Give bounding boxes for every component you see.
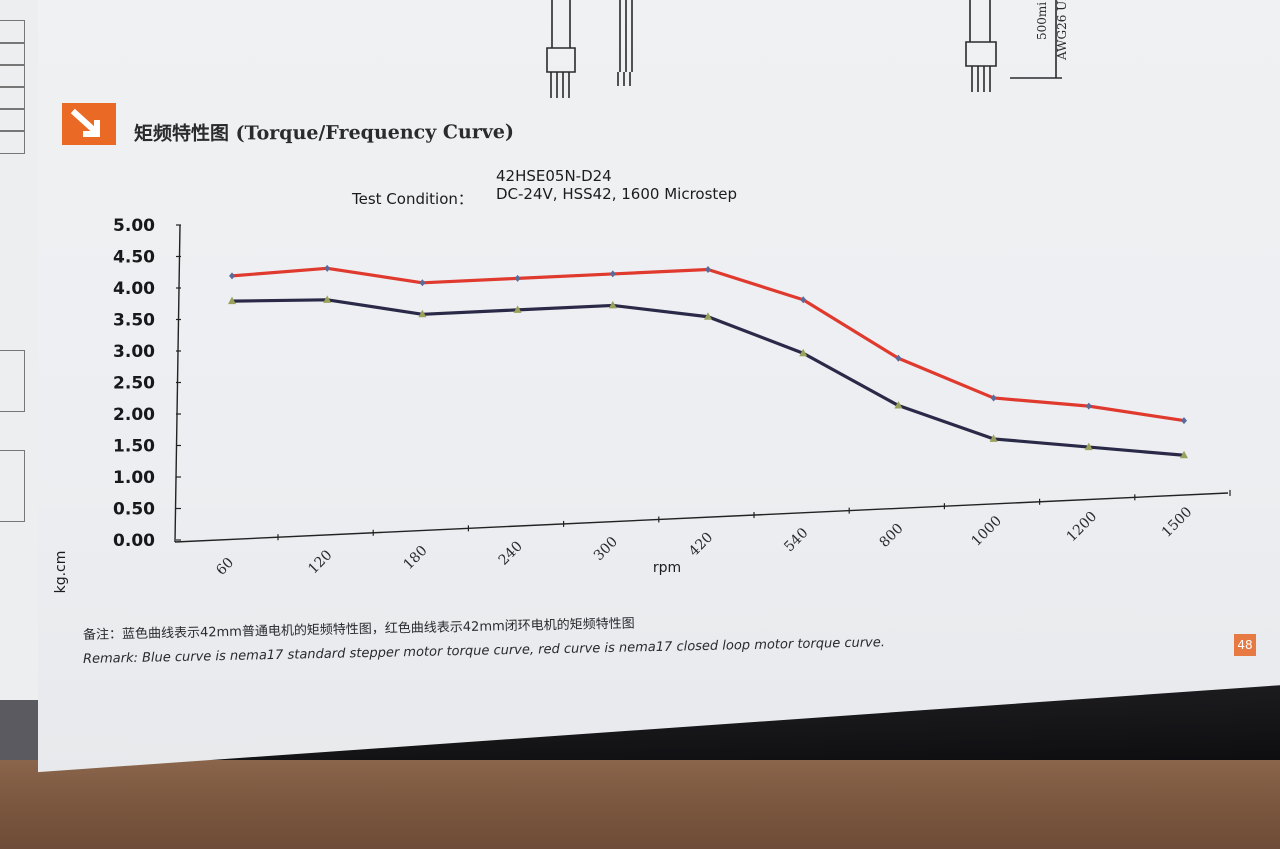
table-cell xyxy=(0,86,25,110)
y-tick-label: 1.50 xyxy=(113,437,155,457)
y-tick-label: 4.50 xyxy=(113,248,155,268)
data-point xyxy=(229,272,235,280)
y-tick-label: 1.00 xyxy=(113,468,155,488)
data-point xyxy=(228,296,236,305)
x-axis-label: rpm xyxy=(653,560,681,576)
data-point xyxy=(323,295,332,303)
data-point xyxy=(1181,417,1187,425)
x-tick-label: 420 xyxy=(686,529,716,559)
x-tick-label: 1200 xyxy=(1064,509,1101,546)
data-point xyxy=(704,312,712,320)
y-tick-label: 4.00 xyxy=(113,279,155,299)
data-point xyxy=(705,265,711,273)
chart-model-label: 42HSE05N-D24 xyxy=(496,167,612,185)
data-point xyxy=(514,274,521,282)
y-tick-label: 2.50 xyxy=(113,374,155,394)
wooden-desk xyxy=(0,760,1280,849)
y-tick-label: 3.50 xyxy=(113,311,155,331)
y-tick-label: 0.00 xyxy=(113,531,155,551)
data-point xyxy=(1180,450,1188,459)
data-point xyxy=(1084,442,1093,451)
y-tick-label: 3.00 xyxy=(113,342,155,362)
table-cell xyxy=(0,42,25,66)
data-point xyxy=(799,348,808,357)
y-axis-label: kg.cm xyxy=(53,551,69,594)
page-number: 48 xyxy=(1234,634,1256,656)
table-cell xyxy=(0,130,25,154)
series-line-2 xyxy=(231,298,1185,457)
x-tick-label: 800 xyxy=(876,521,906,551)
x-tick-label: 540 xyxy=(781,525,811,555)
data-point xyxy=(608,300,617,309)
data-point xyxy=(513,305,522,313)
y-axis xyxy=(174,224,181,543)
y-tick-label: 5.00 xyxy=(113,216,155,236)
x-tick-label: 120 xyxy=(305,547,335,577)
svg-text:AWG26 UL: AWG26 UL xyxy=(1055,0,1069,61)
arrow-icon xyxy=(62,103,116,145)
x-tick-label: 300 xyxy=(591,534,621,564)
x-tick-label: 180 xyxy=(400,543,430,573)
x-tick-label: 1000 xyxy=(969,513,1006,550)
connector-drawings: 500mi AWG26 UL xyxy=(546,0,1069,98)
x-tick-label: 60 xyxy=(213,555,237,579)
data-point xyxy=(894,401,903,409)
catalog-page xyxy=(38,0,1280,773)
x-axis xyxy=(174,492,1229,543)
data-point xyxy=(418,309,427,318)
table-cell xyxy=(0,350,25,412)
data-point xyxy=(1085,402,1092,410)
table-cell xyxy=(0,450,25,522)
test-condition-label: Test Condition： xyxy=(352,190,473,208)
series-line-1 xyxy=(231,266,1185,423)
data-point xyxy=(419,279,426,287)
test-condition-value: DC-24V, HSS42, 1600 Microstep xyxy=(496,185,738,203)
data-point xyxy=(895,354,902,362)
x-tick-label: 240 xyxy=(496,538,526,568)
y-tick-label: 0.50 xyxy=(113,500,155,520)
table-cell xyxy=(0,108,25,132)
y-tick-label: 2.00 xyxy=(113,405,155,425)
data-point xyxy=(800,296,807,304)
data-point xyxy=(609,270,616,278)
data-point xyxy=(989,434,998,442)
x-tick-label: 1500 xyxy=(1159,504,1196,541)
data-point xyxy=(324,264,331,272)
table-cell xyxy=(0,20,25,44)
data-point xyxy=(990,394,997,402)
table-cell xyxy=(0,64,25,88)
svg-text:500mi: 500mi xyxy=(1035,2,1049,40)
